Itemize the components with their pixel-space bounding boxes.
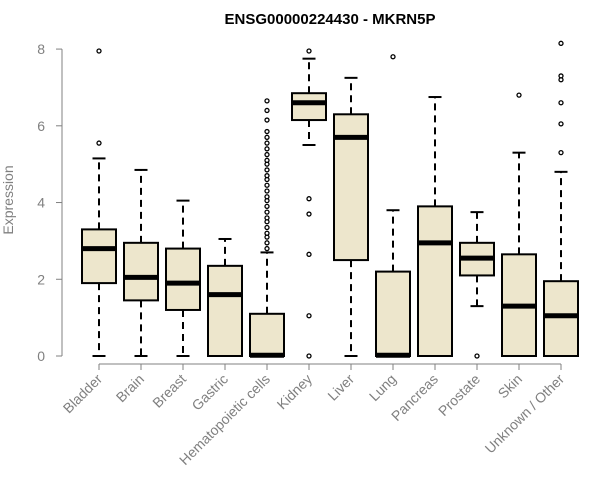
outlier-point <box>264 140 270 146</box>
outlier-point <box>558 121 564 127</box>
outlier-point <box>264 146 270 152</box>
outlier-point <box>264 203 270 210</box>
box-group <box>333 76 369 357</box>
x-tick-label: Lung <box>366 371 399 404</box>
box <box>543 280 579 357</box>
outlier-point <box>558 73 564 79</box>
outlier-point <box>306 196 312 202</box>
outlier-point <box>264 151 270 158</box>
outlier-point <box>264 240 270 246</box>
box <box>81 228 117 285</box>
y-tick-label: 4 <box>37 195 45 211</box>
outlier-point <box>558 150 564 156</box>
box-group <box>543 40 579 357</box>
box <box>123 241 159 302</box>
outlier-point <box>264 167 270 173</box>
outlier-point <box>264 128 270 135</box>
x-tick-label: Brain <box>113 371 147 405</box>
box <box>249 312 285 357</box>
outlier-point <box>264 224 270 231</box>
box <box>165 247 201 311</box>
x-tick-label: Breast <box>149 371 189 411</box>
outlier-point <box>306 211 312 217</box>
box-group <box>501 92 537 357</box>
x-tick-label: Skin <box>495 371 526 402</box>
outlier-point <box>264 215 270 221</box>
outlier-point <box>264 157 270 163</box>
outlier-point <box>264 173 270 179</box>
outlier-point <box>306 313 312 319</box>
box <box>417 205 453 357</box>
outlier-point <box>306 48 312 54</box>
box-group <box>249 98 285 358</box>
outlier-point <box>306 353 312 359</box>
x-tick-label: Prostate <box>435 371 483 419</box>
outlier-point <box>264 98 270 104</box>
outlier-point <box>264 245 270 252</box>
box-group <box>417 96 453 357</box>
outlier-point <box>264 117 270 123</box>
outlier-point <box>264 107 270 114</box>
chart-title: ENSG00000224430 - MKRN5P <box>225 11 436 28</box>
y-tick-label: 2 <box>37 271 45 287</box>
outlier-point <box>264 209 270 215</box>
box <box>375 270 411 357</box>
y-tick-label: 0 <box>37 348 45 364</box>
y-tick-label: 8 <box>37 41 45 57</box>
outlier-point <box>306 251 312 257</box>
box-group <box>375 54 411 358</box>
outlier-point <box>264 230 270 236</box>
box <box>291 92 327 122</box>
y-axis-label: Expression <box>0 165 16 234</box>
outlier-point <box>558 100 564 106</box>
box <box>207 264 243 357</box>
outlier-point <box>264 188 270 194</box>
x-tick-label: Kidney <box>274 371 316 413</box>
box-group <box>81 48 117 357</box>
x-tick-label: Unknown / Other <box>482 371 568 457</box>
y-axis: 0 2 4 6 8 <box>37 41 63 364</box>
box-group <box>207 237 243 357</box>
box-group <box>291 48 327 359</box>
x-tick-label: Pancreas <box>388 371 441 424</box>
box-group <box>123 168 159 357</box>
outlier-point <box>390 54 396 60</box>
outlier-point <box>264 182 270 188</box>
outlier-point <box>264 194 270 200</box>
outlier-point <box>96 140 102 146</box>
x-tick-label: Bladder <box>60 371 106 417</box>
outlier-point <box>474 353 480 359</box>
boxplots <box>81 40 579 359</box>
x-tick-label: Liver <box>324 371 357 404</box>
box-group <box>165 199 201 357</box>
outlier-point <box>264 134 270 140</box>
outlier-point <box>516 92 522 98</box>
box-group <box>459 211 495 359</box>
outlier-point <box>96 48 102 54</box>
y-tick-label: 6 <box>37 118 45 134</box>
outlier-point <box>558 40 564 46</box>
